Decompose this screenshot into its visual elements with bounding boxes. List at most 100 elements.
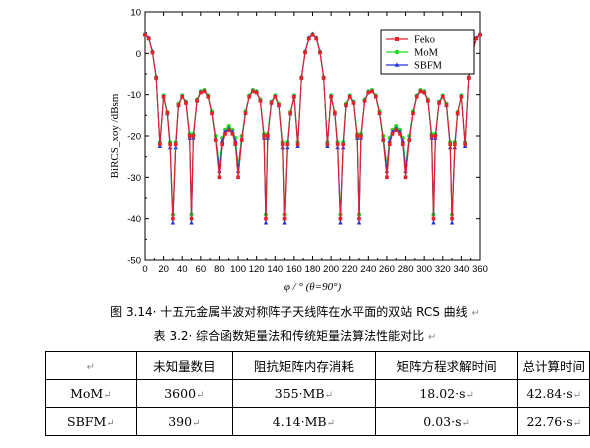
table-row: SBFM↵ 390↵ 4.14·MB↵ 0.03·s↵ 22.76·s↵ <box>45 407 590 436</box>
header-total-time: 总计算时间 <box>517 351 590 380</box>
figure-caption-text: 图 3.14· 十五元金属半波对称阵子天线阵在水平面的双站 RCS 曲线 <box>110 305 468 319</box>
data-point <box>433 134 438 138</box>
data-point <box>154 76 158 80</box>
data-point <box>150 50 155 55</box>
data-point <box>213 138 218 142</box>
table-caption-text: 表 3.2· 综合函数矩量法和传统矩量法算法性能对比 <box>153 329 425 343</box>
data-point <box>344 103 348 107</box>
table-header-row: ↵ 未知量数目 阻抗矩阵内存消耗 矩阵方程求解时间 总计算时间 <box>45 351 590 380</box>
data-point <box>422 90 426 95</box>
data-point <box>341 142 346 147</box>
data-point <box>285 142 290 147</box>
data-point <box>161 94 166 99</box>
data-point <box>226 128 231 133</box>
data-point <box>199 90 203 95</box>
data-point <box>269 101 274 105</box>
data-point <box>474 36 479 41</box>
data-point <box>347 94 352 99</box>
data-point <box>303 50 307 55</box>
data-point <box>247 94 252 99</box>
data-point <box>373 94 378 99</box>
data-point <box>292 94 296 99</box>
data-point <box>176 103 181 107</box>
data-point <box>184 101 188 105</box>
cell-memory: 355·MB↵ <box>232 379 376 408</box>
data-point <box>359 134 363 138</box>
cell-total-time: 42.84·s↵ <box>517 379 590 408</box>
legend-label: SBFM <box>414 61 443 72</box>
cell-total-time: 22.76·s↵ <box>517 407 590 436</box>
data-point <box>338 216 343 221</box>
data-point <box>478 32 482 37</box>
table-row: MoM↵ 3600↵ 355·MB↵ 18.02·s↵ 42.84·s↵ <box>45 379 590 408</box>
data-point <box>263 220 269 225</box>
data-point <box>381 138 386 142</box>
data-point <box>195 99 199 103</box>
header-memory: 阻抗矩阵内存消耗 <box>232 351 376 380</box>
data-point <box>463 142 467 147</box>
cell-unknowns: 390↵ <box>135 407 234 436</box>
x-tick-label: 20 <box>158 264 169 275</box>
data-point <box>357 216 361 221</box>
data-point <box>280 142 285 147</box>
data-point <box>254 90 259 95</box>
data-point <box>429 134 434 138</box>
data-point <box>299 76 304 80</box>
data-point <box>400 142 405 147</box>
data-point <box>170 220 176 225</box>
data-point <box>189 216 194 221</box>
legend-marker <box>394 62 400 67</box>
data-point <box>168 142 172 147</box>
data-point <box>394 128 399 133</box>
data-point <box>355 134 359 138</box>
data-point <box>437 101 441 105</box>
data-point <box>282 220 287 225</box>
data-point <box>444 103 449 107</box>
data-point <box>440 94 445 99</box>
x-tick-label: 260 <box>379 264 395 275</box>
data-point <box>146 36 151 41</box>
header-unknowns: 未知量数目 <box>135 351 234 380</box>
data-point <box>220 142 225 147</box>
data-point <box>251 89 255 94</box>
x-tick-label: 120 <box>249 264 265 275</box>
data-point <box>226 123 231 129</box>
x-tick-label: 360 <box>472 264 488 275</box>
data-point <box>318 50 322 55</box>
data-point <box>187 134 192 138</box>
data-point <box>206 94 211 99</box>
data-point <box>180 94 185 99</box>
cell-unknowns: 3600↵ <box>135 379 234 408</box>
data-point <box>243 111 248 116</box>
data-point <box>202 89 207 94</box>
data-point <box>467 76 471 80</box>
data-point <box>210 111 214 116</box>
row-method-label: MoM↵ <box>45 379 137 408</box>
data-point <box>385 175 389 180</box>
legend-marker <box>395 37 399 41</box>
data-point <box>338 220 343 225</box>
rcs-chart: 0 20 40 60 80 100 120 140 160 180 200 220 240 260 280 3… <box>109 8 488 294</box>
y-tick-label: -30 <box>127 173 141 184</box>
data-point <box>223 132 227 136</box>
data-point <box>366 90 371 95</box>
y-tick-label: -20 <box>127 132 141 143</box>
data-point <box>414 94 419 99</box>
table-corner-cell: ↵ <box>45 351 137 380</box>
x-tick-label: 100 <box>230 264 246 275</box>
data-point <box>306 36 311 41</box>
x-tick-label: 280 <box>398 264 414 275</box>
data-point <box>329 94 333 99</box>
data-point <box>314 36 319 41</box>
data-point <box>217 175 222 180</box>
data-point <box>295 142 300 147</box>
data-point <box>377 111 382 116</box>
data-point <box>277 103 281 107</box>
data-point <box>266 134 270 138</box>
data-point <box>325 142 330 147</box>
data-point <box>356 220 362 225</box>
legend-label: MoM <box>414 48 439 59</box>
data-point <box>370 89 374 94</box>
x-tick-label: 220 <box>342 264 358 275</box>
cell-solve-time: 18.02·s↵ <box>374 379 519 408</box>
